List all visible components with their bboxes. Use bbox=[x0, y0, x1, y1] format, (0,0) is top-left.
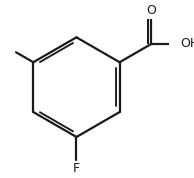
Text: OH: OH bbox=[180, 37, 194, 51]
Text: F: F bbox=[73, 162, 80, 175]
Text: O: O bbox=[146, 4, 156, 17]
